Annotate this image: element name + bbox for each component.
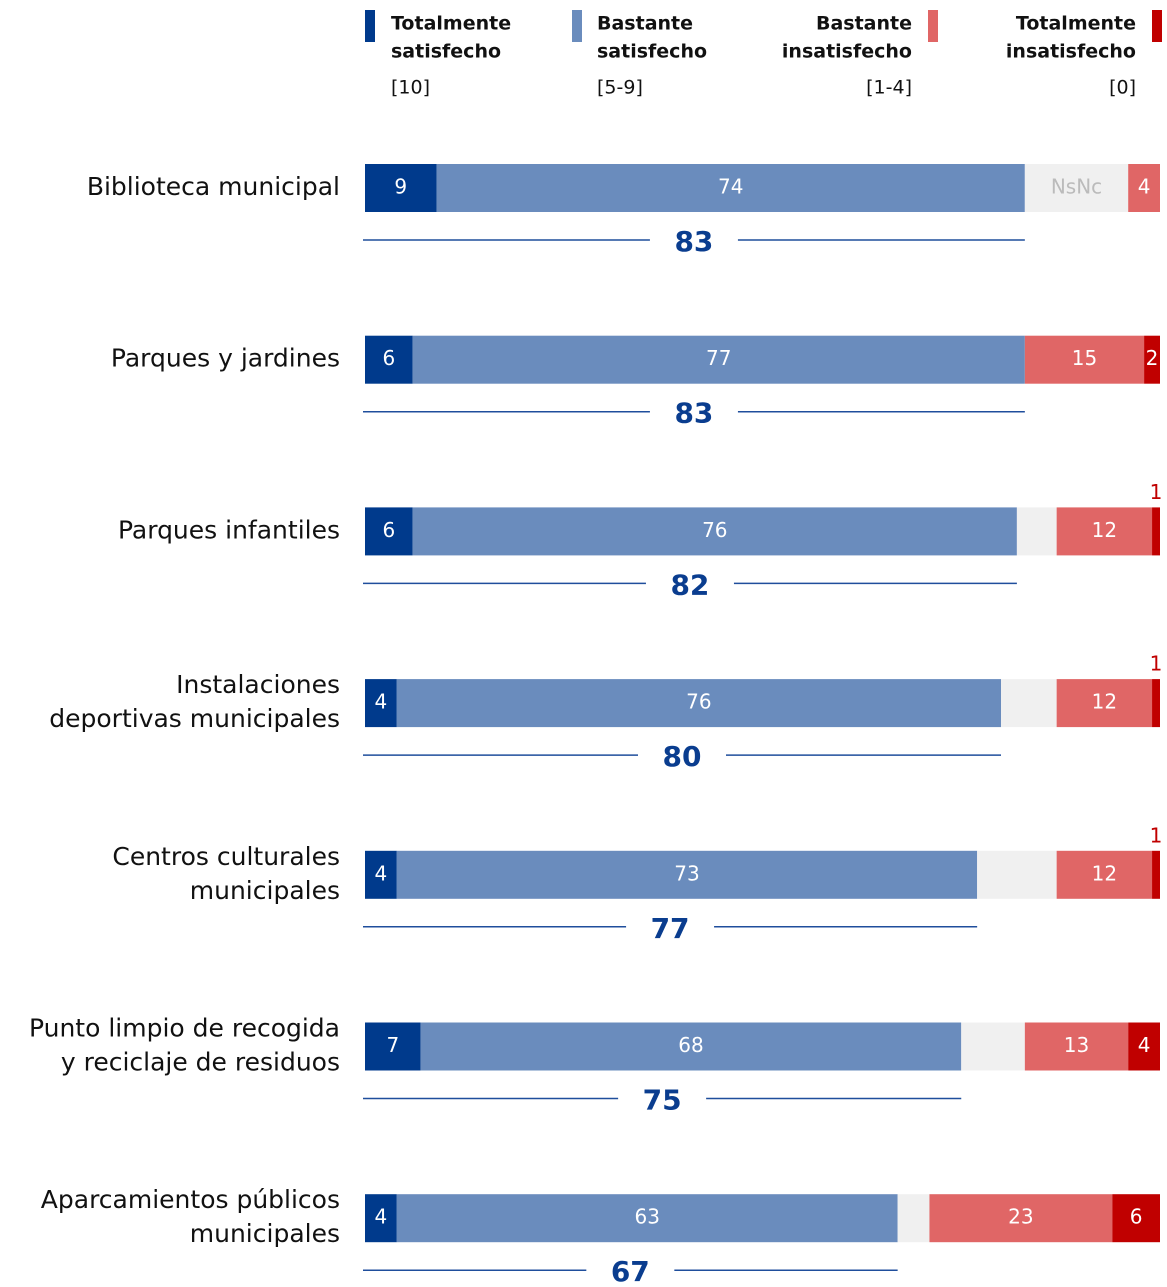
bar-segment — [396, 679, 1001, 728]
legend-label: insatisfecho — [782, 41, 912, 63]
bar-segment — [365, 679, 397, 728]
total-label: 75 — [643, 1084, 682, 1117]
legend-label: Bastante — [816, 13, 912, 35]
legend-label: Totalmente — [1016, 13, 1136, 35]
category-label: Biblioteca municipal — [87, 172, 340, 201]
category-label: Centros culturales — [112, 842, 340, 871]
legend-range: [10] — [391, 77, 430, 99]
legend-range: [0] — [1109, 77, 1136, 99]
bar-segment — [977, 850, 1057, 899]
category-label: deportivas municipales — [49, 704, 340, 733]
value-label: 76 — [686, 690, 711, 714]
value-label: 6 — [1130, 1205, 1143, 1229]
category-label: Aparcamientos públicos — [41, 1185, 340, 1214]
bar-segment — [1024, 164, 1129, 212]
category-label: Parques infantiles — [118, 515, 340, 544]
value-label: 4 — [375, 690, 388, 714]
bar-segment — [1152, 679, 1160, 728]
bar-segment — [1144, 335, 1160, 384]
bar-segment — [961, 1022, 1025, 1071]
value-label: 7 — [386, 1033, 399, 1057]
value-label: 9 — [394, 175, 407, 199]
legend-swatch — [928, 10, 938, 42]
value-label: 6 — [382, 346, 395, 370]
bar-segment — [412, 507, 1017, 556]
category-label: municipales — [190, 1219, 340, 1248]
value-label: 68 — [678, 1033, 703, 1057]
value-label: 77 — [706, 346, 731, 370]
value-label: NsNc — [1051, 175, 1102, 199]
category-label: Instalaciones — [176, 670, 340, 699]
bar-segment — [1056, 507, 1153, 556]
bar-segment — [1001, 679, 1057, 728]
bar-segment — [1016, 507, 1057, 556]
bar-segment — [365, 850, 397, 899]
bar-segment — [436, 164, 1025, 212]
bar-segment — [365, 1194, 397, 1243]
bar-segment — [1056, 850, 1153, 899]
value-label: 76 — [702, 518, 727, 542]
value-label: 63 — [634, 1205, 659, 1229]
bar-segment — [929, 1194, 1113, 1243]
category-label: municipales — [190, 876, 340, 905]
bar-segment — [365, 164, 437, 212]
bar-segment — [420, 1022, 962, 1071]
value-label: 12 — [1092, 690, 1117, 714]
legend-label: Totalmente — [391, 13, 511, 35]
legend-label: Bastante — [597, 13, 693, 35]
bar-segment — [1128, 164, 1160, 212]
value-label: 1 — [1150, 823, 1163, 847]
bar-segment — [1128, 1022, 1160, 1071]
legend-swatch — [365, 10, 375, 42]
legend-range: [5-9] — [597, 77, 643, 99]
category-label: y reciclaje de residuos — [61, 1048, 340, 1077]
bar-segment — [1152, 850, 1160, 899]
value-label: 13 — [1064, 1033, 1089, 1057]
legend-range: [1-4] — [866, 77, 912, 99]
legend-label: insatisfecho — [1006, 41, 1136, 63]
total-label: 67 — [611, 1255, 650, 1287]
value-label: 4 — [1138, 1033, 1151, 1057]
total-label: 80 — [663, 740, 702, 773]
value-label: 6 — [382, 518, 395, 542]
category-label: Punto limpio de recogida — [29, 1014, 340, 1043]
bar-segment — [1112, 1194, 1160, 1243]
value-label: 74 — [718, 175, 743, 199]
value-label: 73 — [674, 861, 699, 885]
bar-segment — [396, 850, 978, 899]
bar-segment — [396, 1194, 898, 1243]
total-label: 83 — [674, 225, 713, 258]
legend-label: satisfecho — [597, 41, 707, 63]
bar-segment — [412, 335, 1025, 384]
legend-swatch — [1152, 10, 1162, 42]
value-label: 2 — [1146, 346, 1159, 370]
bar-segment — [1024, 335, 1145, 384]
value-label: 1 — [1150, 652, 1163, 676]
value-label: 4 — [375, 861, 388, 885]
bar-segment — [365, 335, 413, 384]
bar-segment — [897, 1194, 930, 1243]
bar-segment — [365, 1022, 421, 1071]
total-label: 83 — [674, 397, 713, 430]
value-label: 1 — [1150, 480, 1163, 504]
value-label: 23 — [1008, 1205, 1033, 1229]
bar-segment — [1152, 507, 1160, 556]
total-label: 82 — [670, 568, 709, 601]
value-label: 15 — [1072, 346, 1097, 370]
bar-segment — [365, 507, 413, 556]
bar-segment — [1024, 1022, 1129, 1071]
legend-swatch — [572, 10, 582, 42]
value-label: 12 — [1092, 861, 1117, 885]
value-label: 12 — [1092, 518, 1117, 542]
category-label: Parques y jardines — [111, 344, 340, 373]
bar-segment — [1056, 679, 1153, 728]
value-label: 4 — [1138, 175, 1151, 199]
total-label: 77 — [651, 912, 690, 945]
legend-label: satisfecho — [391, 41, 501, 63]
value-label: 4 — [375, 1205, 388, 1229]
